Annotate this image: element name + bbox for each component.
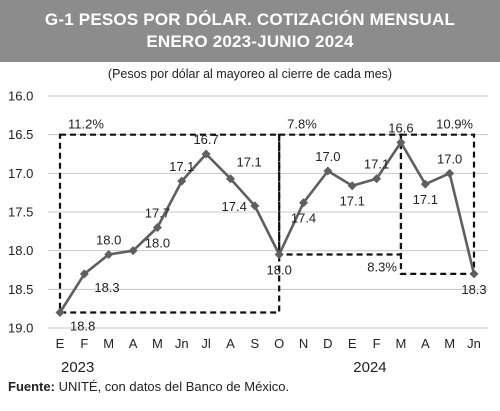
data-label: 17.1	[364, 157, 389, 172]
y-tick-label: 16.5	[8, 127, 33, 142]
data-label: 18.8	[70, 319, 95, 334]
data-label: 18.0	[145, 235, 170, 250]
data-point	[55, 308, 65, 318]
data-point	[79, 269, 89, 279]
data-label: 17.7	[145, 205, 170, 220]
data-label: 17.4	[222, 199, 247, 214]
chart-header: G-1 PESOS POR DÓLAR. COTIZACIÓN MENSUAL …	[0, 0, 500, 62]
data-point	[469, 269, 479, 279]
data-label: 17.1	[169, 159, 194, 174]
data-point	[372, 174, 382, 184]
x-tick-label: Jl	[201, 336, 211, 351]
x-tick-label: D	[323, 336, 332, 351]
data-label: 18.3	[94, 280, 119, 295]
data-label: 17.0	[315, 149, 340, 164]
data-label: 18.3	[461, 282, 486, 297]
year-label: 2024	[353, 359, 386, 376]
x-tick-label: O	[274, 336, 284, 351]
data-point	[396, 137, 406, 147]
y-tick-label: 16.0	[8, 89, 33, 104]
source-note: Fuente: UNITÉ, con datos del Banco de Mé…	[8, 379, 289, 394]
x-tick-label: M	[152, 336, 163, 351]
y-tick-label: 17.5	[8, 205, 33, 220]
x-tick-label: A	[226, 336, 235, 351]
x-tick-label: M	[444, 336, 455, 351]
x-tick-label: A	[421, 336, 430, 351]
y-tick-label: 18.0	[8, 243, 33, 258]
data-label: 17.1	[413, 192, 438, 207]
annotation-box	[399, 133, 476, 275]
x-tick-label: F	[373, 336, 381, 351]
chart-title: G-1 PESOS POR DÓLAR. COTIZACIÓN MENSUAL	[44, 10, 456, 29]
x-tick-label: Jn	[175, 336, 189, 351]
source-label: Fuente:	[8, 379, 55, 394]
x-tick-label: N	[299, 336, 308, 351]
chart-title-line-2: ENERO 2023-JUNIO 2024	[146, 32, 354, 51]
y-tick-label: 19.0	[8, 321, 33, 336]
annotation-box	[58, 133, 281, 314]
source-text: UNITÉ, con datos del Banco de México.	[54, 379, 290, 394]
x-tick-label: Jn	[467, 336, 481, 351]
data-point	[445, 168, 455, 178]
data-point	[225, 174, 235, 184]
annotation-label: 8.3%	[367, 260, 397, 275]
data-point	[299, 198, 309, 208]
data-point	[274, 250, 284, 260]
data-label: 18.0	[267, 263, 292, 278]
x-tick-label: E	[348, 336, 357, 351]
x-tick-label: S	[250, 336, 259, 351]
data-label: 17.1	[340, 194, 365, 209]
annotation-label: 11.2%	[68, 117, 104, 132]
annotation-label: 7.8%	[287, 117, 317, 132]
data-point	[323, 166, 333, 176]
data-label: 17.0	[437, 151, 462, 166]
annotation-label: 10.9%	[436, 117, 473, 132]
chart-subtitle: (Pesos por dólar al mayoreo al cierre de…	[107, 67, 393, 81]
x-tick-label: F	[80, 336, 88, 351]
data-label: 16.6	[388, 120, 413, 135]
data-point	[104, 250, 114, 260]
data-point	[152, 222, 162, 232]
data-label: 18.0	[96, 233, 121, 248]
x-tick-label: M	[103, 336, 114, 351]
data-label: 16.7	[193, 132, 218, 147]
data-label: 17.1	[236, 155, 261, 170]
x-tick-label: A	[129, 336, 138, 351]
x-tick-label: M	[396, 336, 407, 351]
data-point	[177, 176, 187, 186]
data-point	[201, 149, 211, 159]
y-tick-label: 18.5	[8, 282, 33, 297]
year-label: 2023	[61, 359, 94, 376]
data-point	[420, 179, 430, 189]
x-tick-label: E	[56, 336, 65, 351]
data-point	[250, 201, 260, 211]
y-tick-label: 17.0	[8, 166, 33, 181]
series-line	[58, 141, 476, 314]
data-label: 17.4	[291, 211, 316, 226]
data-point	[128, 246, 138, 256]
data-point	[347, 181, 357, 191]
